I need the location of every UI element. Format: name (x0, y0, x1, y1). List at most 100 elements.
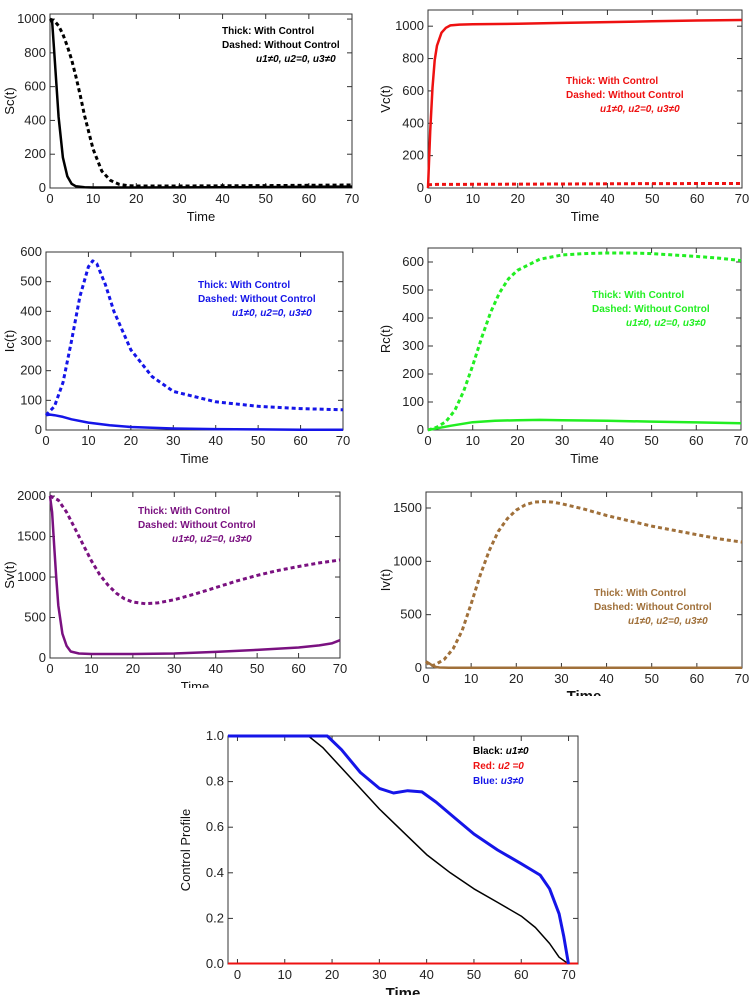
x-tick-label: 10 (464, 671, 478, 686)
plot-frame (49, 491, 341, 659)
legend-entry-0: Thick: With Control (594, 588, 686, 599)
legend-expr: u2 =0 (498, 761, 524, 772)
legend-entry-1: Dashed: Without Control (566, 90, 684, 101)
x-tick-label: 20 (124, 433, 138, 448)
y-tick-label: 800 (402, 51, 424, 66)
series-u3-line (228, 734, 570, 965)
y-axis-label: Iv(t) (378, 569, 393, 591)
x-tick-label: 70 (735, 191, 749, 206)
x-tick-label: 10 (86, 191, 100, 206)
x-tick-label: 0 (46, 661, 53, 676)
x-tick-label: 0 (46, 191, 53, 206)
x-tick-label: 30 (372, 967, 386, 982)
x-tick-label: 20 (126, 661, 140, 676)
x-tick-label: 20 (510, 191, 524, 206)
legend-entry-1: Dashed: Without Control (222, 40, 340, 51)
y-tick-label: 1000 (17, 11, 46, 26)
y-tick-label: 200 (402, 148, 424, 163)
y-tick-label: 2000 (17, 488, 46, 503)
series-u1-line (228, 735, 569, 965)
legend-entry-0: Thick: With Control (138, 506, 230, 517)
y-tick-label: 400 (24, 112, 46, 127)
legend-entry-0: Thick: With Control (222, 26, 314, 37)
y-tick-label: 0.6 (206, 819, 224, 834)
legend-expr: u1≠0 (506, 746, 529, 757)
x-tick-label: 30 (166, 433, 180, 448)
chart-iv: 0 10 20 30 40 50 60 70 0 500 1000 1500 Time Iv(t) Thic… (376, 478, 752, 705)
y-tick-label: 300 (20, 333, 42, 348)
series-without-control-line (49, 494, 341, 606)
y-tick-label: 400 (402, 310, 424, 325)
x-tick-label: 50 (250, 661, 264, 676)
x-tick-label: 40 (208, 661, 222, 676)
y-axis-label: Rc(t) (378, 325, 393, 353)
series-without-control-line (427, 251, 742, 432)
y-tick-label: 1500 (17, 529, 46, 544)
series-with-control-line (426, 18, 743, 189)
legend-entry: Blue: u3≠0 (473, 776, 524, 787)
legend-prefix: Black: (473, 746, 506, 757)
y-tick-label: 0 (39, 180, 46, 195)
legend-entry-1: Dashed: Without Control (594, 602, 712, 613)
y-axis-label: Control Profile (178, 809, 193, 891)
plot-frame (227, 735, 579, 965)
x-tick-label: 50 (645, 191, 659, 206)
x-tick-label: 20 (325, 967, 339, 982)
x-tick-label: 70 (336, 433, 350, 448)
x-tick-label: 60 (291, 661, 305, 676)
plot-frame (425, 491, 743, 669)
y-tick-label: 500 (24, 610, 46, 625)
series-with-control-line (45, 413, 343, 431)
series-with-control-line (425, 660, 742, 670)
y-tick-label: 0.0 (206, 956, 224, 971)
series-without-control-line (44, 259, 344, 417)
legend-entry-1: Dashed: Without Control (138, 520, 256, 531)
y-tick-label: 0 (417, 180, 424, 195)
x-tick-label: 30 (555, 433, 569, 448)
x-tick-label: 50 (644, 433, 658, 448)
legend-entry: Black: u1≠0 (473, 746, 529, 757)
x-tick-label: 50 (644, 671, 658, 686)
y-tick-label: 300 (402, 338, 424, 353)
series-without-control-line (427, 182, 743, 187)
legend-entry-2: u1≠0, u2=0, u3≠0 (628, 616, 708, 627)
series-without-control-line (424, 500, 743, 668)
x-axis-label: Time (571, 209, 599, 224)
x-tick-label: 30 (172, 191, 186, 206)
x-tick-label: 30 (554, 671, 568, 686)
x-tick-label: 50 (467, 967, 481, 982)
y-tick-label: 0.8 (206, 774, 224, 789)
legend-entry-2: u1≠0, u2=0, u3≠0 (256, 54, 336, 65)
legend-entry-1: Dashed: Without Control (592, 304, 710, 315)
legend-entry-2: u1≠0, u2=0, u3≠0 (626, 318, 706, 329)
legend-entry-2: u1≠0, u2=0, u3≠0 (232, 308, 312, 319)
x-tick-label: 30 (555, 191, 569, 206)
x-tick-label: 40 (599, 671, 613, 686)
series-without-control-line (49, 17, 353, 188)
y-axis-label: Vc(t) (378, 85, 393, 112)
x-tick-label: 10 (466, 191, 480, 206)
y-tick-label: 200 (24, 146, 46, 161)
x-tick-label: 20 (510, 433, 524, 448)
legend-entry-2: u1≠0, u2=0, u3≠0 (600, 104, 680, 115)
x-tick-label: 70 (735, 671, 749, 686)
x-tick-label: 60 (293, 433, 307, 448)
x-tick-label: 20 (509, 671, 523, 686)
y-tick-label: 500 (20, 274, 42, 289)
legend-expr: u3≠0 (501, 776, 524, 787)
x-tick-label: 0 (234, 967, 241, 982)
x-tick-label: 70 (561, 967, 575, 982)
legend-prefix: Red: (473, 761, 498, 772)
chart-vc: 0 10 20 30 40 50 60 70 0 200 400 600 800 1000 Time Vc(t… (376, 0, 752, 232)
y-tick-label: 0 (39, 650, 46, 665)
legend-entry: Red: u2 =0 (473, 761, 524, 772)
legend-entry-0: Thick: With Control (566, 76, 658, 87)
y-tick-label: 0.4 (206, 865, 224, 880)
x-tick-label: 60 (514, 967, 528, 982)
x-tick-label: 50 (258, 191, 272, 206)
x-tick-label: 0 (42, 433, 49, 448)
y-tick-label: 0 (415, 660, 422, 675)
x-tick-label: 0 (422, 671, 429, 686)
x-axis-label: Time (386, 985, 421, 995)
y-tick-label: 600 (402, 254, 424, 269)
